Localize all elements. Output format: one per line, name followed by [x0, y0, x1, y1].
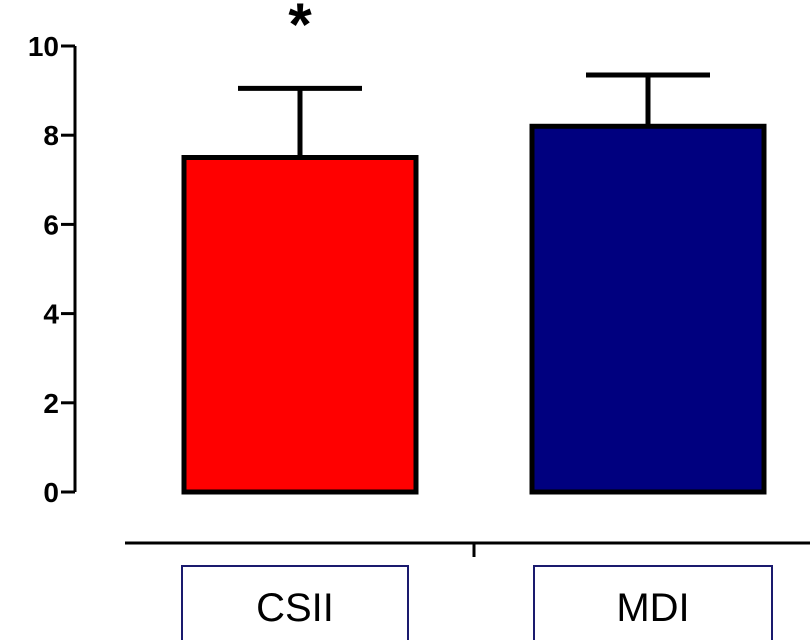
category-label-csii: CSII — [256, 586, 334, 630]
annotations: * — [288, 0, 312, 58]
bar-mdi — [529, 123, 767, 495]
bars — [181, 123, 767, 495]
y-tick-label: 0 — [43, 477, 59, 508]
category-box-mdi — [533, 565, 773, 640]
y-tick-label: 4 — [43, 299, 59, 330]
bar-csii — [181, 155, 419, 495]
y-tick-label: 6 — [43, 209, 59, 240]
category-box-csii — [181, 565, 409, 640]
x-axis: CSII MDI — [125, 541, 810, 640]
category-label-mdi: MDI — [616, 586, 689, 630]
y-tick-label: 2 — [43, 388, 59, 419]
error-bars — [238, 72, 710, 158]
y-tick-label: 8 — [43, 120, 59, 151]
significance-marker: * — [288, 0, 312, 58]
y-axis: 0 2 4 6 8 10 — [28, 31, 77, 508]
y-tick-label: 10 — [28, 31, 59, 62]
